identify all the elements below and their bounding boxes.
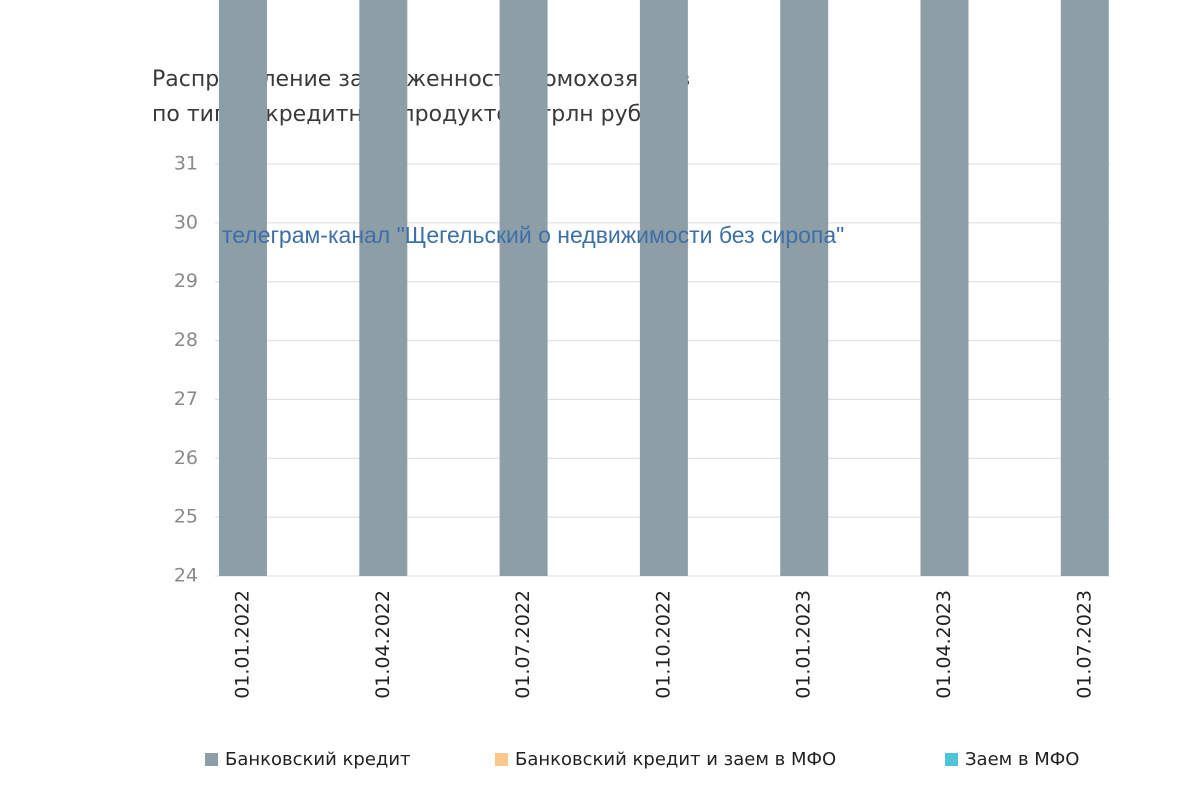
legend-label: Банковский кредит и заем в МФО <box>515 749 836 770</box>
annotation: телеграм-канал "Щегельский о недвижимост… <box>222 222 844 248</box>
y-tick-label: 28 <box>174 329 198 351</box>
bar-segment <box>1060 0 1109 576</box>
y-tick-label: 25 <box>174 506 198 528</box>
bar-segment <box>920 0 969 576</box>
x-tick-label: 01.04.2023 <box>933 590 955 699</box>
y-tick-label: 30 <box>174 211 198 233</box>
legend-swatch <box>495 753 508 766</box>
y-tick-label: 24 <box>174 565 198 587</box>
bar-segment <box>219 0 267 577</box>
legend-swatch <box>205 753 218 766</box>
x-tick-label: 01.10.2022 <box>652 590 674 699</box>
bar-segment <box>359 0 408 576</box>
legend-label: Заем в МФО <box>965 749 1079 770</box>
y-tick-label: 26 <box>174 447 198 469</box>
x-tick-label: 01.04.2022 <box>372 590 394 699</box>
x-tick-label: 01.01.2023 <box>793 590 815 699</box>
y-tick-label: 29 <box>174 270 198 292</box>
y-tick-label: 27 <box>174 388 198 410</box>
bar-segment <box>639 0 688 576</box>
legend-label: Банковский кредит <box>225 749 411 770</box>
x-tick-label: 01.01.2022 <box>232 590 254 699</box>
x-tick-label: 01.07.2023 <box>1073 590 1095 699</box>
legend-swatch <box>945 753 958 766</box>
x-tick-label: 01.07.2022 <box>512 590 534 699</box>
y-tick-label: 31 <box>174 153 198 175</box>
bar-segment <box>499 0 548 576</box>
bar-segment <box>780 0 829 577</box>
